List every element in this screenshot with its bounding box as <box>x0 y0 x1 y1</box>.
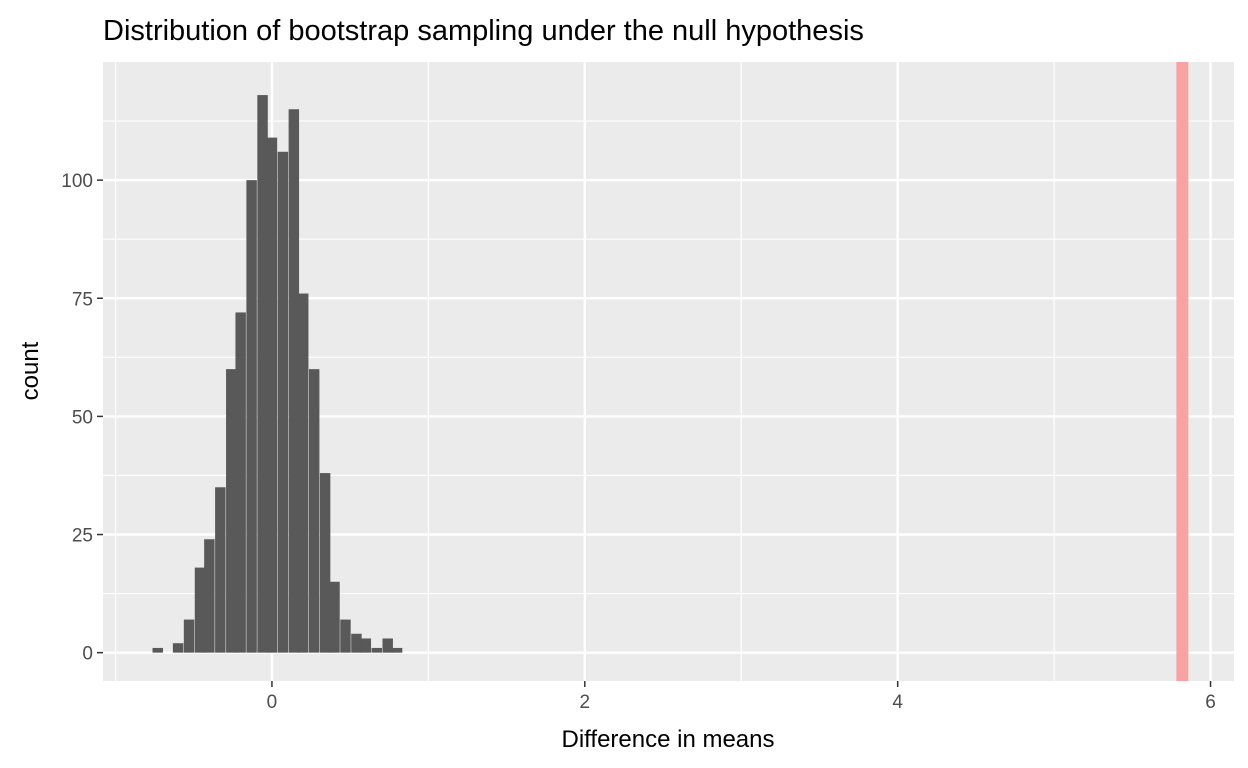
histogram-bar <box>226 369 237 653</box>
histogram-bar <box>391 647 403 653</box>
histogram-bar <box>215 487 226 653</box>
histogram-bar <box>340 619 351 653</box>
chart-title: Distribution of bootstrap sampling under… <box>103 15 864 47</box>
histogram-bar <box>319 473 331 653</box>
x-tick-label: 4 <box>892 692 903 713</box>
x-axis-ticks: 0 2 4 6 <box>267 681 1216 713</box>
histogram-bar <box>298 293 309 653</box>
histogram-bar <box>246 180 257 653</box>
histogram-bar <box>382 638 393 653</box>
x-tick-label: 6 <box>1205 692 1216 713</box>
observed-difference-line <box>1176 62 1189 681</box>
histogram-bar <box>266 137 278 653</box>
y-axis-ticks: 0 25 50 75 100 <box>61 171 103 665</box>
histogram-bar <box>204 539 215 653</box>
x-axis-title: Difference in means <box>562 726 775 753</box>
histogram-bar <box>329 581 340 653</box>
histogram-bar <box>152 647 163 653</box>
histogram-bar <box>351 633 362 653</box>
histogram-bar <box>257 95 268 653</box>
histogram-bar <box>183 619 195 653</box>
histogram-bar <box>172 643 184 653</box>
y-tick-label: 0 <box>82 644 93 665</box>
x-tick-label: 2 <box>580 692 591 713</box>
y-tick-label: 50 <box>72 407 93 428</box>
histogram-bar <box>235 312 246 653</box>
histogram-bars <box>152 95 403 653</box>
y-axis-title: count <box>17 341 44 400</box>
observed-vline <box>1176 62 1189 681</box>
histogram-bar <box>288 109 300 653</box>
histogram-bar <box>360 638 372 653</box>
histogram-bar <box>371 647 382 653</box>
y-tick-label: 25 <box>72 526 93 547</box>
histogram-bar <box>194 567 206 653</box>
y-tick-label: 75 <box>72 289 93 310</box>
histogram-bar <box>277 151 289 653</box>
y-tick-label: 100 <box>61 171 93 192</box>
histogram-bar <box>308 369 320 653</box>
x-tick-label: 0 <box>267 692 278 713</box>
